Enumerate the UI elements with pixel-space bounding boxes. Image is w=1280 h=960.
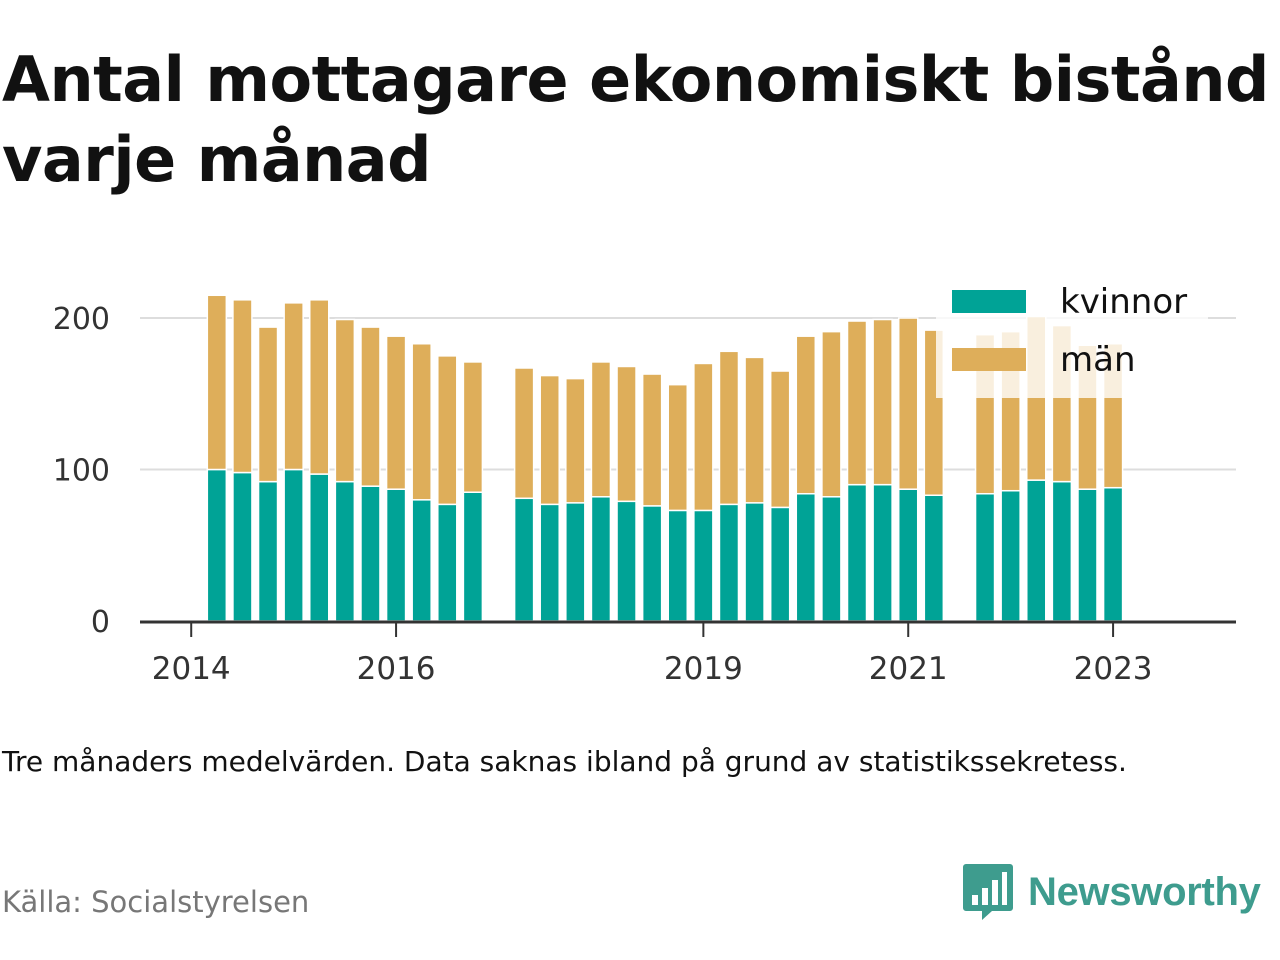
legend-label-kvinnor: kvinnor: [1060, 282, 1187, 322]
bar-kvinnor: [1077, 488, 1098, 622]
bar-kvinnor: [539, 503, 560, 622]
bar-man: [334, 318, 356, 483]
bar-man: [846, 320, 868, 486]
bar-man: [821, 330, 842, 498]
bar-kvinnor: [309, 473, 330, 622]
bar-man: [360, 326, 381, 487]
bar-man: [513, 367, 535, 500]
bar-man: [590, 361, 612, 498]
brand-logo: Newsworthy: [962, 862, 1261, 922]
bar-man: [769, 370, 791, 509]
bar-man: [437, 355, 458, 506]
bar-man: [539, 374, 560, 506]
bar-kvinnor: [437, 503, 458, 622]
bar-man: [385, 335, 407, 490]
bar-kvinnor: [846, 483, 868, 622]
bar-kvinnor: [360, 485, 381, 622]
x-tick-label: 2021: [869, 651, 948, 687]
bar-man: [206, 294, 228, 471]
x-tick-label: 2016: [357, 651, 436, 687]
bar-kvinnor: [1102, 486, 1124, 622]
chart-note: Tre månaders medelvärden. Data saknas ib…: [2, 745, 1127, 778]
source-label: Källa: Socialstyrelsen: [2, 885, 310, 919]
y-tick-label: 100: [53, 454, 110, 489]
bar-man: [283, 302, 304, 471]
bar-man: [565, 377, 586, 504]
bar-kvinnor: [795, 492, 817, 622]
bar-kvinnor: [1000, 489, 1021, 622]
bar-man: [641, 373, 663, 507]
bar-man: [718, 350, 740, 506]
newsworthy-logo-icon: [963, 864, 1013, 920]
bar-kvinnor: [718, 503, 740, 622]
bar-kvinnor: [872, 483, 893, 622]
x-tick-label: 2019: [664, 651, 743, 687]
bar-kvinnor: [257, 480, 279, 622]
bar-man: [257, 326, 279, 483]
y-tick-label: 200: [53, 302, 110, 337]
y-tick-label: 0: [91, 605, 110, 640]
bar-kvinnor: [744, 502, 765, 622]
bar-kvinnor: [411, 499, 432, 622]
bar-kvinnor: [923, 494, 945, 622]
bar-kvinnor: [1026, 479, 1047, 622]
bar-man: [462, 361, 484, 493]
bar-kvinnor: [513, 497, 535, 622]
bar-kvinnor: [641, 505, 663, 622]
bar-man: [795, 335, 817, 495]
bar-kvinnor: [590, 496, 612, 622]
bar-kvinnor: [897, 488, 919, 622]
x-tick-label: 2014: [152, 651, 231, 687]
bar-kvinnor: [821, 496, 842, 622]
bar-kvinnor: [385, 488, 407, 622]
bar-man: [411, 343, 432, 501]
bar-man: [897, 317, 919, 490]
bar-kvinnor: [232, 471, 253, 622]
bar-kvinnor: [283, 468, 304, 622]
bar-man: [309, 299, 330, 475]
bar-kvinnor: [1051, 480, 1073, 622]
bar-kvinnor: [616, 500, 637, 622]
bar-kvinnor: [667, 509, 689, 622]
bar-kvinnor: [693, 509, 714, 622]
legend-swatch-kvinnor: [952, 290, 1026, 313]
x-tick-label: 2023: [1074, 651, 1153, 687]
legend-swatch-man: [952, 348, 1026, 371]
bar-man: [744, 356, 765, 504]
bar-kvinnor: [462, 491, 484, 622]
bar-kvinnor: [974, 492, 996, 622]
bar-kvinnor: [769, 506, 791, 622]
brand-name: Newsworthy: [1028, 869, 1261, 914]
bar-kvinnor: [565, 502, 586, 622]
bar-man: [667, 383, 689, 512]
bar-kvinnor: [334, 480, 356, 622]
stacked-bar-chart: 0 100 200 2014 2016 2019 2021 2023 kvinnor män: [53, 278, 1236, 687]
bar-man: [232, 299, 253, 474]
bar-man: [872, 318, 893, 486]
chart-title: Antal mottagare ekonomiskt bistånd varje…: [2, 43, 1269, 196]
bar-kvinnor: [206, 468, 228, 622]
bar-man: [616, 365, 637, 503]
bar-man: [693, 362, 714, 512]
legend-label-man: män: [1060, 340, 1136, 380]
